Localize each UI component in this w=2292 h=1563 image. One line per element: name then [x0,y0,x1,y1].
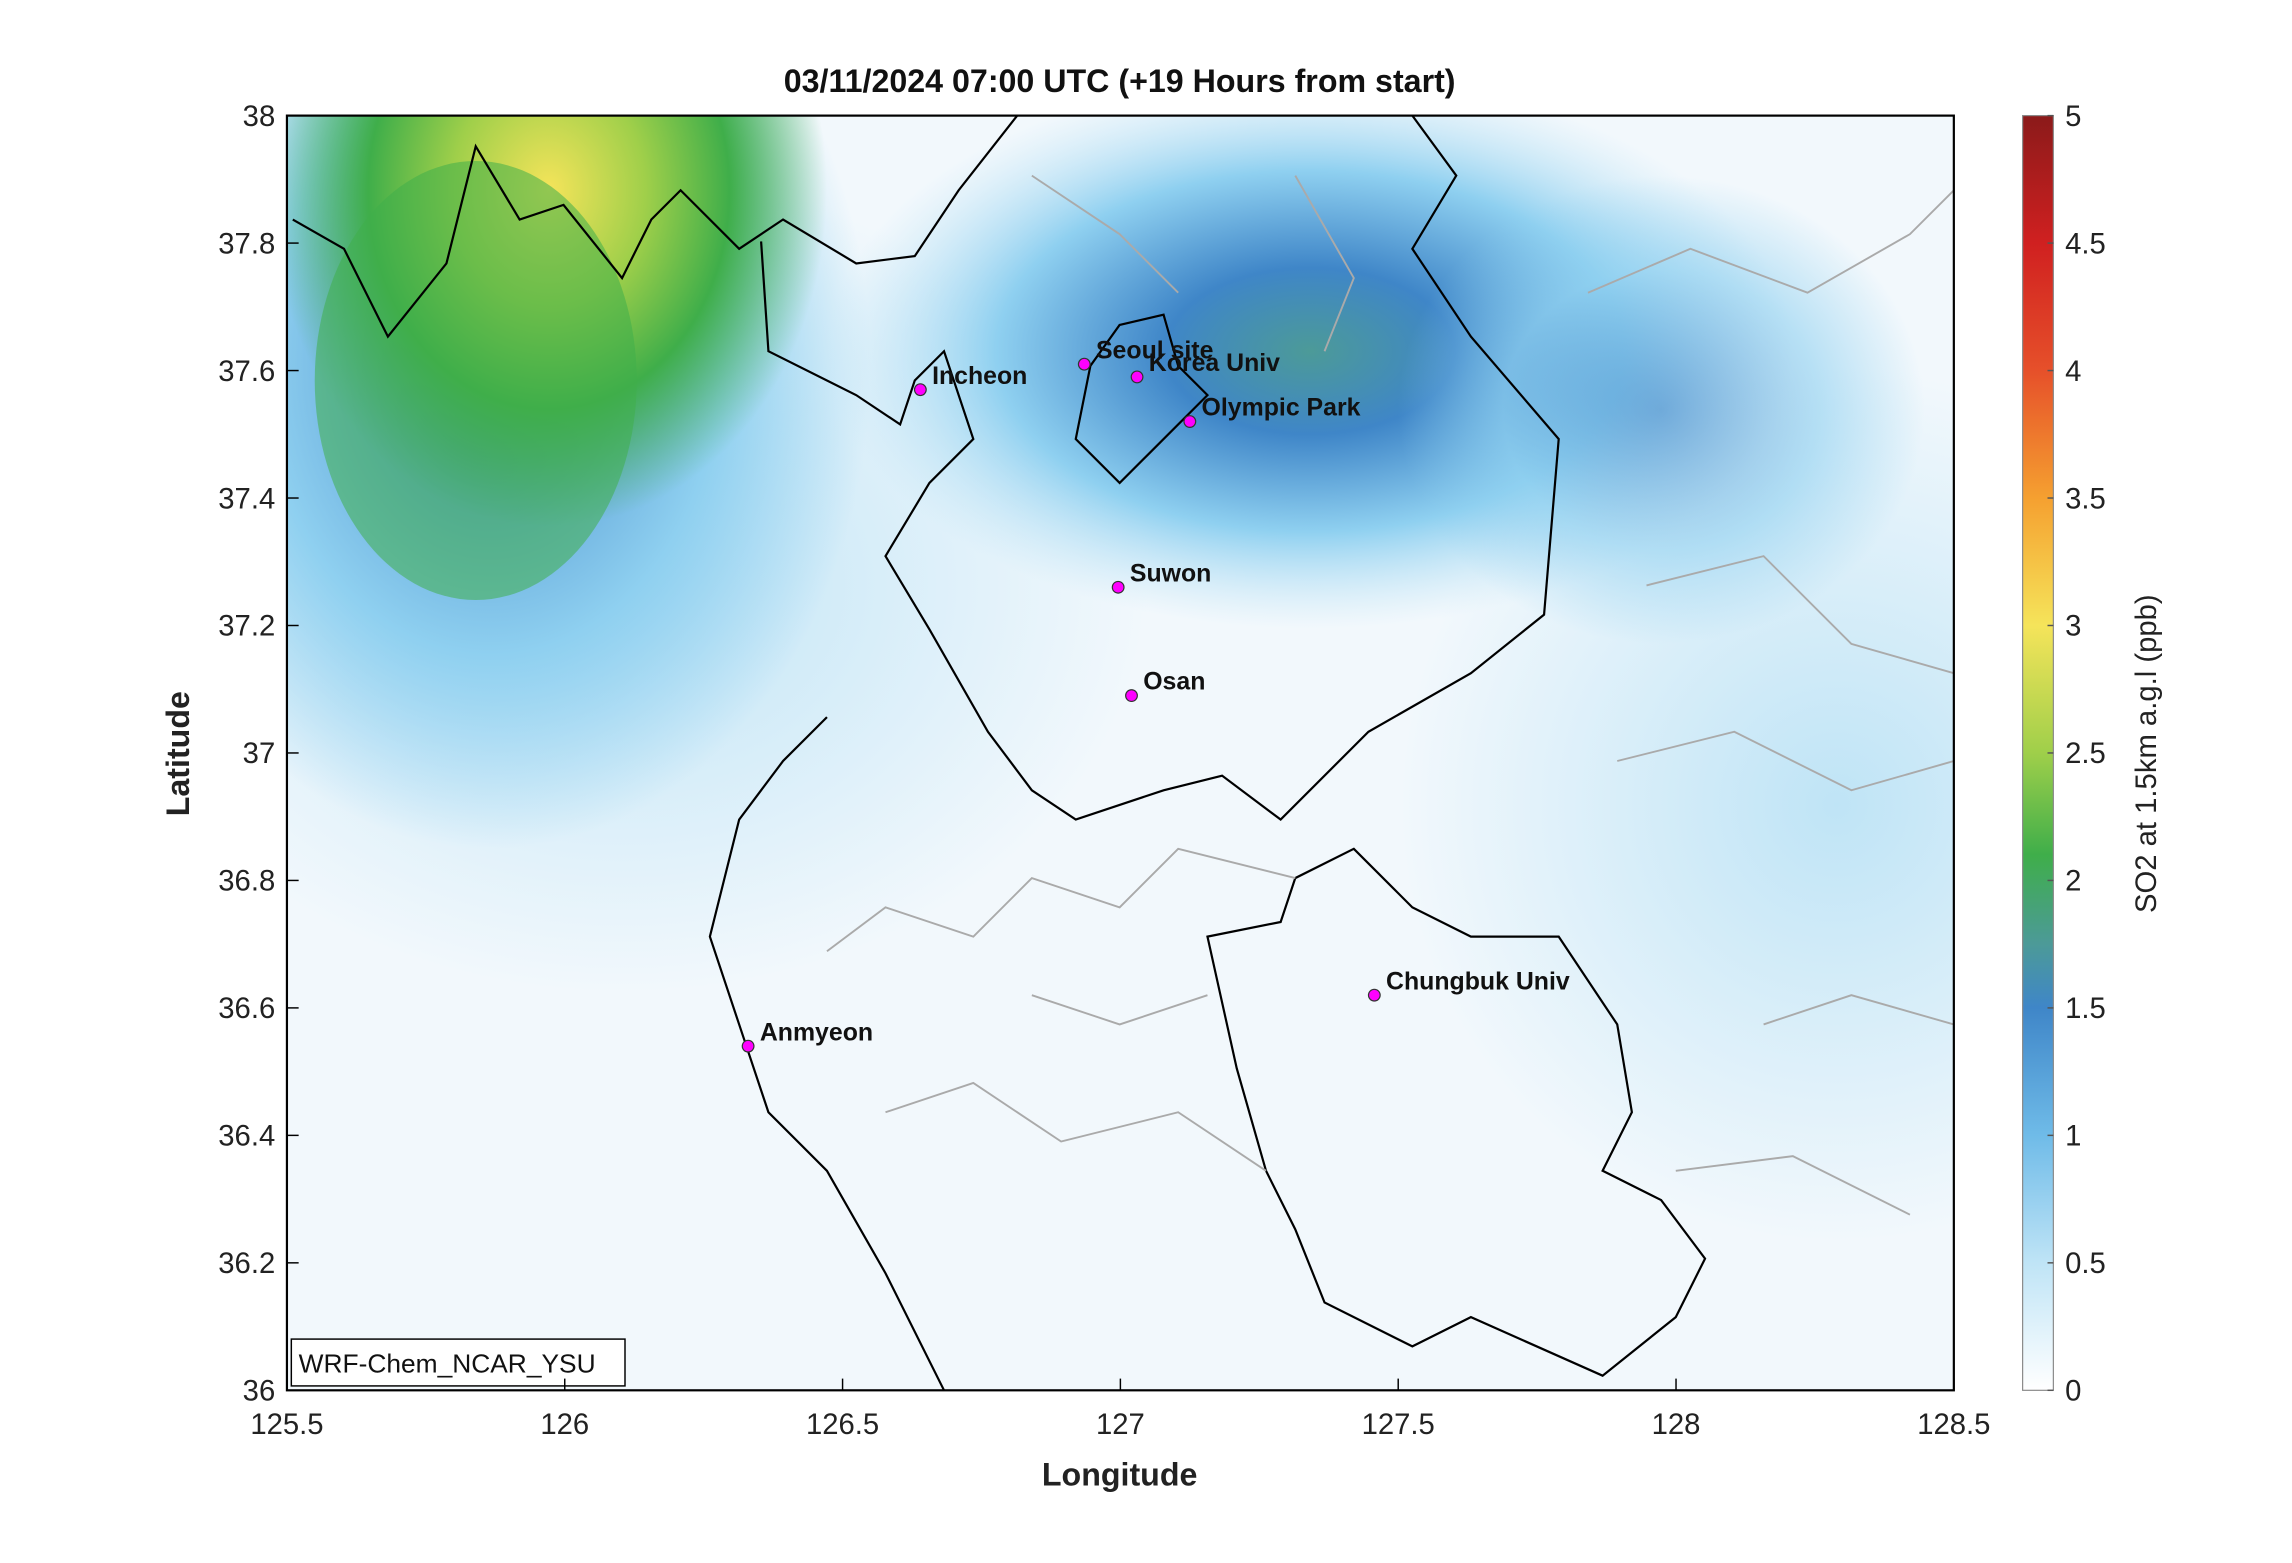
colorbar-tick-label: 0.5 [2065,1248,2106,1280]
chungbuk-border [1206,847,1707,1377]
station-marker [1125,689,1138,703]
station-marker [1367,988,1381,1002]
plot-title: 03/11/2024 07:00 UTC (+19 Hours from sta… [784,63,1456,99]
x-tick-label: 127 [1096,1409,1145,1441]
colorbar-tick-label: 5 [2065,101,2081,133]
x-tick-label: 126.5 [806,1409,879,1441]
station-label: Korea Univ [1149,349,1280,377]
colorbar-tick-label: 2 [2065,866,2081,898]
y-tick-label: 36.6 [218,993,275,1025]
colorbar-tick-label: 3.5 [2065,483,2106,515]
y-tick-label: 37.2 [218,611,275,643]
colorbar-tick-label: 4 [2065,356,2081,388]
station-marker [1077,357,1091,371]
x-tick-label: 128.5 [1917,1409,1990,1441]
y-tick-label: 37.8 [218,228,275,260]
y-tick-label: 36.2 [218,1248,275,1280]
coastline [292,115,1019,339]
model-label: WRF-Chem_NCAR_YSU [299,1349,596,1379]
model-label-box: WRF-Chem_NCAR_YSU [290,1338,626,1387]
colorbar-tick-label: 0 [2065,1376,2081,1408]
seoul-border [1074,313,1210,485]
station-marker [1183,415,1197,428]
district-borders [826,174,1954,1216]
y-tick-label: 37.6 [218,356,275,388]
station-marker [1111,580,1125,594]
y-tick-label: 37.4 [218,483,275,515]
y-axis-label: Latitude [160,691,196,816]
x-tick-label: 126 [540,1409,589,1441]
y-tick-label: 36 [243,1376,276,1408]
y-tick-label: 37 [243,738,276,770]
colorbar-tick-label: 4.5 [2065,228,2106,260]
y-axis-ticks: 36 36.2 36.4 36.6 36.8 37 37.2 37.4 37.6 37.8 38 [218,101,299,1408]
station-label: Chungbuk Univ [1386,967,1570,995]
concentration-field [286,115,1954,1391]
station-label: Suwon [1130,559,1211,587]
x-tick-label: 128 [1652,1409,1701,1441]
y-tick-label: 36.8 [218,866,275,898]
colorbar-tick-label: 3 [2065,611,2081,643]
y-tick-label: 38 [243,101,276,133]
colorbar-label: SO2 at 1.5km a.g.l (ppb) [2131,594,2163,913]
station-marker [741,1039,755,1053]
x-axis-label: Longitude [1042,1456,1198,1492]
colorbar-tick-label: 1 [2065,1121,2081,1153]
station-marker [913,383,927,397]
station-label: Incheon [932,362,1027,390]
station-label: Seoul site [1096,336,1213,364]
station-label: Olympic Park [1202,394,1361,422]
x-tick-label: 125.5 [250,1409,323,1441]
x-axis-ticks: 125.5 126 126.5 127 127.5 128 128.5 [250,1378,1990,1441]
station-marker [1130,370,1144,384]
station-label: Anmyeon [760,1018,873,1046]
station-label: Osan [1143,668,1205,696]
province-border [760,115,1560,821]
coastline-west [708,716,946,1391]
colorbar-tick-label: 2.5 [2065,738,2106,770]
x-tick-label: 127.5 [1362,1409,1435,1441]
colorbar-ticks: 0 0.5 1 1.5 2 2.5 3 3.5 4 4.5 5 [2047,101,2106,1408]
colorbar-tick-label: 1.5 [2065,993,2106,1025]
y-tick-label: 36.4 [218,1121,275,1153]
